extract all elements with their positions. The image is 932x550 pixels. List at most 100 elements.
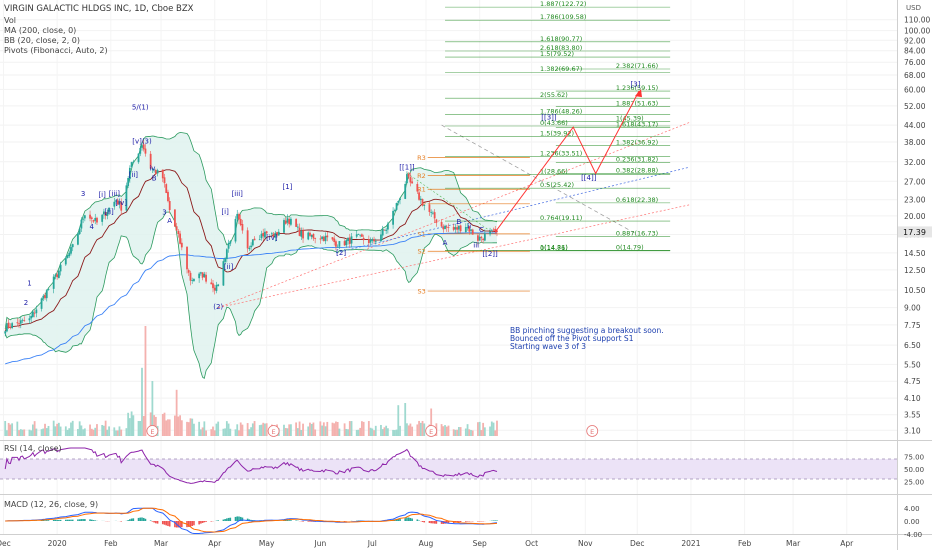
macd-histogram-bar [44,520,46,521]
candle-body [163,177,166,184]
fib-level-label: 1(45.39) [616,115,644,123]
indicator-ma-label[interactable]: MA (200, close, 0) [4,26,76,35]
macd-histogram-bar [156,521,159,524]
candle-body [203,273,206,278]
price-tick-label: 7.75 [904,321,921,330]
volume-bar [409,423,412,436]
wave-label: [[4]] [581,174,597,182]
candle-body [89,214,91,219]
volume-bar [419,422,422,436]
volume-bar [106,429,109,436]
fib-level-label: 2.618(83.80) [540,44,582,52]
chart-title: VIRGIN GALACTIC HLDGS INC, 1D, Cboe BZX [4,4,194,14]
volume-bar [307,426,310,436]
volume-bar [348,421,351,436]
indicator-bb-label[interactable]: BB (20, close, 2, 0) [4,36,80,45]
rsi-pane[interactable]: RSI (14, close) [0,444,897,484]
candle-body [454,227,457,230]
macd-histogram-bar [168,521,171,527]
pivot-label: R1 [417,186,426,194]
month-label: Oct [525,539,538,548]
candlesticks [4,140,498,337]
candle-body [338,241,341,247]
wave-label: 1 [27,280,31,288]
candle-body [447,227,450,228]
fib-level-label: 2(55.62) [540,91,568,99]
volume-bar [333,423,336,436]
volume-bar [288,424,291,436]
volume-bar [343,423,346,436]
month-label: Feb [104,539,118,548]
macd-label[interactable]: MACD (12, 26, close, 9) [4,500,98,509]
candle-body [477,235,479,241]
volume-bar [59,426,62,436]
candle-body [212,283,214,289]
fib-level-label: 1.786(48.26) [540,107,582,115]
bollinger-basis [4,169,498,332]
candle-body [276,232,278,236]
volume-bar [108,426,110,436]
volume-bar [371,428,374,436]
volume-bar [165,420,168,436]
volume-bar [445,426,448,436]
price-tick-label: 68.00 [904,71,926,80]
volume-bar [193,423,195,436]
indicator-pivots-label[interactable]: Pivots (Fibonacci, Auto, 2) [4,46,108,55]
volume-bar [324,426,327,436]
volume-bar [9,424,12,436]
wave-label: [[1]] [399,164,415,172]
earnings-event-label: E [150,428,154,436]
macd-histogram-bar [421,521,424,522]
macd-histogram-bar [238,516,240,521]
volume-bar [80,425,83,436]
volume-bar [102,425,105,436]
candle-body [406,174,408,184]
candle-body [227,242,230,249]
macd-pane[interactable]: MACD (12, 26, close, 9) [4,500,498,534]
rsi-label[interactable]: RSI (14, close) [4,444,62,453]
candle-body [264,231,266,238]
candle-body [371,239,374,241]
macd-histogram-bar [70,519,72,521]
macd-histogram-bar [210,521,213,522]
indicator-vol-label[interactable]: Vol [4,16,16,25]
macd-histogram-bar [459,521,462,522]
volume-bar [265,423,268,436]
macd-histogram-bar [129,519,131,521]
volume-bar [246,423,249,436]
candle-body [459,225,462,232]
macd-histogram-bar [309,521,311,522]
volume-bar [490,421,493,436]
price-pane[interactable]: 3.618(182.65)2(139.30)1.887(122.72)1.786… [0,0,897,534]
candle-body [480,236,483,238]
volume-bar [141,367,143,436]
wave-label: iii [473,241,479,249]
macd-histogram-bar [250,519,252,521]
price-tick-label: 84.00 [904,47,926,56]
trend-line [441,124,638,235]
candle-body [224,258,227,262]
volume-bar [77,428,79,436]
candle-body [397,200,400,203]
time-axis[interactable]: Dec 2020 Feb Mar Apr May Jun Jul Aug Sep Oct Nov Dec… [0,539,854,548]
macd-histogram-bar [174,521,176,528]
candle-body [385,229,388,231]
volume-bar [227,423,230,436]
volume-bar [361,421,363,436]
candle-body [260,233,263,239]
macd-histogram-bar [307,521,310,522]
volume-bar [444,425,446,436]
volume-bar [470,429,472,436]
wave-label: B [152,174,157,182]
candle-body [21,319,24,321]
candle-body [272,233,275,238]
candle-body [347,237,349,241]
candle-body [483,233,486,241]
wave-label: A [167,217,172,225]
candle-body [35,309,38,314]
volume-bar [57,422,60,436]
candle-body [47,289,50,290]
candle-body [404,183,407,199]
macd-histogram-bar [492,520,495,521]
